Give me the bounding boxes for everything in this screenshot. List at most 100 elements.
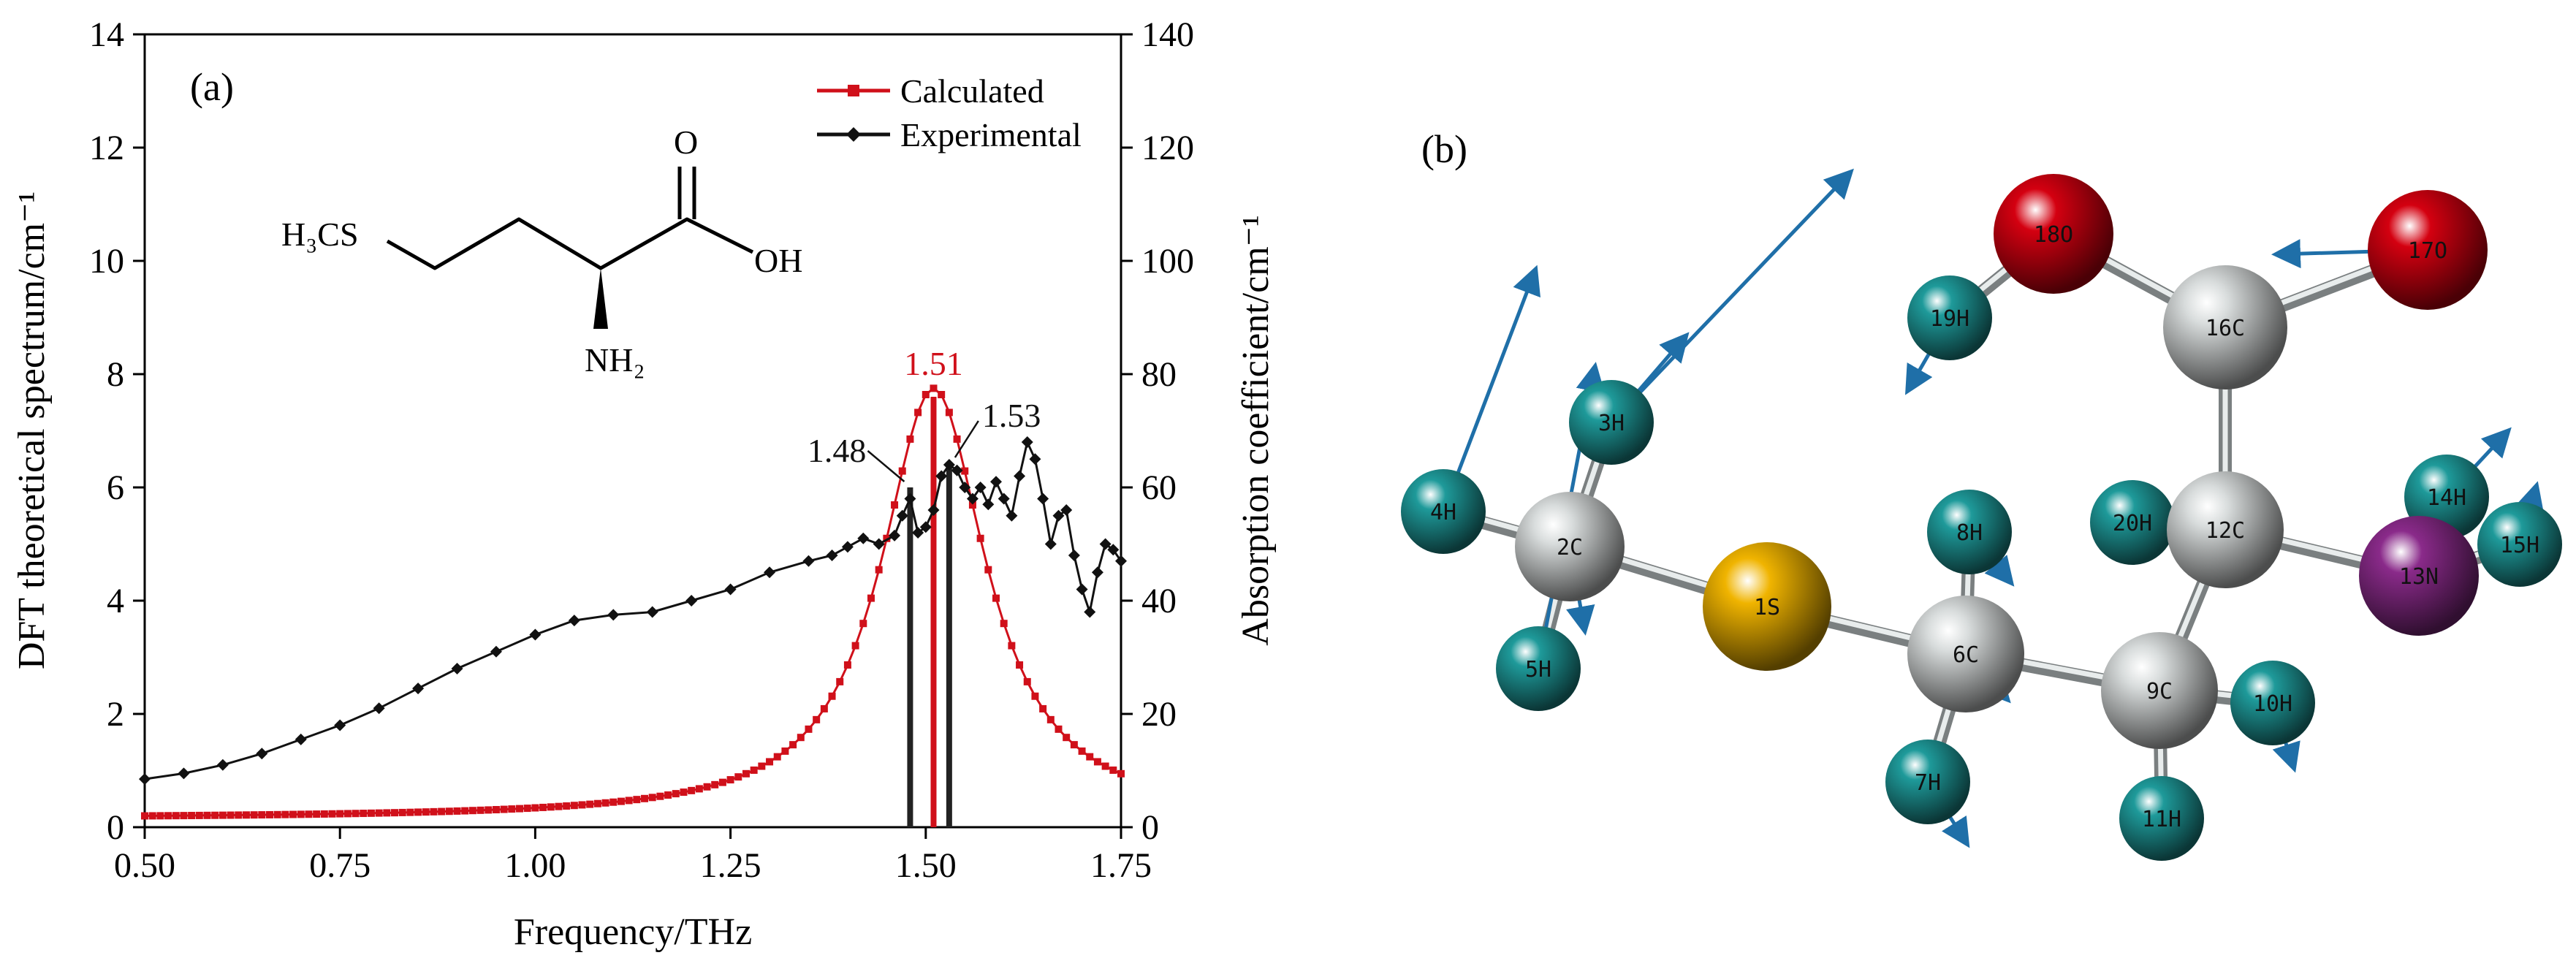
- panel-b-label: (b): [1421, 127, 1467, 171]
- peak-label-calculated: 1.51: [904, 345, 963, 382]
- atom-sphere: [2101, 632, 2218, 749]
- atom-layer: 3H 4H 5H 7H 8H 10H 11H 14H 15H 19H 20H 2C 6C 9C 12C 13N…: [1401, 174, 2562, 861]
- calculated-point: [726, 776, 734, 784]
- calculated-point: [820, 704, 828, 712]
- calculated-point: [289, 810, 297, 818]
- experimental-point: [1084, 606, 1096, 618]
- calculated-point: [984, 566, 992, 574]
- molecule-backbone: [386, 217, 754, 270]
- calculated-point: [523, 805, 531, 813]
- atom-label: 15H: [2500, 533, 2539, 558]
- calculated-point: [211, 811, 219, 819]
- experimental-point: [1076, 583, 1088, 596]
- calculated-point: [875, 566, 883, 574]
- y-axis-ticks: 0 2 4 6 8 10 12 14: [89, 15, 145, 847]
- calculated-point: [625, 797, 633, 805]
- calculated-point: [141, 812, 148, 820]
- calculated-point: [922, 391, 930, 399]
- experimental-point: [216, 759, 229, 771]
- x-axis-label: Frequency/THz: [514, 911, 752, 953]
- calculated-point: [1055, 725, 1063, 733]
- calculated-point: [750, 766, 758, 774]
- experimental-point: [966, 493, 979, 505]
- legend: Calculated Experimental: [817, 72, 1082, 153]
- atom-19h: 19H: [1907, 275, 1992, 360]
- peak-pointer-experimental-high: [954, 420, 979, 458]
- experimental-point: [1037, 493, 1049, 505]
- calculated-point: [148, 812, 156, 820]
- calculated-point: [1109, 766, 1117, 774]
- calculated-point: [914, 408, 922, 417]
- experimental-point: [373, 702, 385, 715]
- calculated-point: [1023, 677, 1031, 685]
- y-tick-label: 2: [107, 695, 124, 734]
- calculated-point: [500, 805, 508, 813]
- atom-sphere: [1885, 740, 1970, 824]
- atom-6c: 6C: [1907, 596, 2024, 712]
- calculated-point: [406, 808, 414, 816]
- atom-label: 19H: [1930, 306, 1969, 332]
- atom-label: 10H: [2253, 691, 2292, 717]
- experimental-point: [1006, 509, 1018, 522]
- atom-17o: 17O: [2368, 190, 2488, 310]
- atom-18o: 18O: [1994, 174, 2113, 294]
- calculated-point: [375, 809, 383, 817]
- experimental-point: [1091, 566, 1103, 579]
- atom-sphere: [2368, 190, 2488, 310]
- calculated-point: [641, 794, 649, 802]
- atom-15h: 15H: [2477, 502, 2562, 587]
- series-layer: 1.51 1.48 1.53: [139, 345, 1127, 827]
- atom-label: 4H: [1430, 500, 1456, 525]
- calculated-point: [883, 534, 891, 542]
- calculated-point: [398, 808, 406, 816]
- calculated-point: [242, 811, 250, 819]
- y-tick-label: 14: [89, 15, 124, 54]
- wedge-bond: [593, 268, 608, 329]
- calculated-point: [851, 642, 859, 650]
- atom-5h: 5H: [1496, 626, 1581, 711]
- experimental-point: [1099, 538, 1112, 550]
- atom-20h: 20H: [2090, 480, 2175, 565]
- calculated-point: [352, 810, 360, 818]
- experimental-point: [857, 532, 870, 544]
- experimental-point: [873, 538, 885, 550]
- atom-sphere: [2230, 661, 2315, 745]
- calculated-point: [695, 785, 703, 793]
- calculated-point: [672, 790, 680, 798]
- calculated-point: [601, 799, 609, 807]
- calculated-point: [547, 803, 555, 811]
- calculated-point: [391, 809, 399, 817]
- experimental-point: [568, 615, 580, 627]
- calculated-point: [422, 808, 430, 816]
- calculated-point: [953, 435, 961, 443]
- experimental-point: [1060, 504, 1073, 516]
- calculated-series-line: [144, 387, 1122, 817]
- atom-label: 1S: [1754, 595, 1780, 620]
- atom-label: 9C: [2146, 679, 2173, 704]
- x-tick-label: 1.75: [1090, 846, 1152, 885]
- methionine-structure: [386, 167, 754, 329]
- calculated-point: [1008, 642, 1016, 650]
- experimental-point: [139, 773, 151, 786]
- atom-7h: 7H: [1885, 740, 1970, 824]
- displacement-vector: [1441, 265, 1541, 512]
- atom-sphere: [1515, 492, 1625, 601]
- legend-calculated-marker: [848, 85, 859, 96]
- experimental-point: [912, 527, 924, 539]
- calculated-point: [633, 796, 641, 804]
- experimental-point: [685, 595, 698, 607]
- atom-sphere: [1907, 596, 2024, 712]
- right-y-tick-label: 120: [1141, 129, 1194, 167]
- x-tick-label: 1.25: [700, 846, 761, 885]
- experimental-point: [904, 493, 916, 505]
- experimental-point: [951, 464, 963, 476]
- experimental-point: [998, 493, 1010, 505]
- experimental-point: [826, 550, 838, 561]
- experimental-point: [919, 521, 932, 533]
- calculated-point: [1101, 762, 1109, 770]
- calculated-point: [516, 805, 524, 813]
- displacement-vector: [1610, 168, 1854, 424]
- atom-4h: 4H: [1401, 469, 1486, 554]
- atom-sphere: [1907, 275, 1992, 360]
